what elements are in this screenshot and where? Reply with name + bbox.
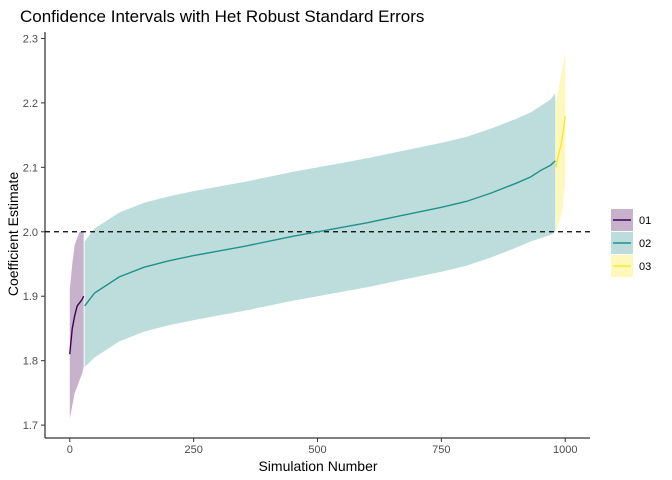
legend-item-02: 02	[611, 232, 651, 254]
legend: 01 02 03	[611, 209, 651, 277]
legend-item-03: 03	[611, 255, 651, 277]
y-tick-label: 2.1	[23, 162, 38, 174]
x-tick-label: 750	[432, 444, 450, 456]
ci-band-02	[84, 93, 556, 368]
plot-area: 0 250 500 750 1000 1.7 1.8 1.9 2.0 2.1 2.2 2.3	[23, 32, 590, 456]
y-tick-label: 2.3	[23, 33, 38, 45]
x-tick-label: 0	[67, 444, 73, 456]
series-line-01	[69, 295, 85, 355]
ci-band-01	[69, 231, 84, 419]
y-tick-label: 1.9	[23, 291, 38, 303]
x-axis-title: Simulation Number	[258, 458, 377, 474]
y-tick-label: 2.2	[23, 98, 38, 110]
x-tick-label: 1000	[553, 444, 577, 456]
y-tick-label: 2.0	[23, 227, 38, 239]
x-tick-label: 500	[308, 444, 326, 456]
ci-band-03	[555, 51, 566, 232]
y-tick-label: 1.8	[23, 356, 38, 368]
series-line-03	[555, 115, 566, 168]
chart-title: Confidence Intervals with Het Robust Sta…	[20, 7, 424, 26]
x-tick-label: 250	[184, 444, 202, 456]
legend-label: 01	[639, 215, 651, 227]
legend-label: 03	[639, 261, 651, 273]
legend-label: 02	[639, 238, 651, 250]
legend-item-01: 01	[611, 209, 651, 231]
series-line-02	[84, 160, 556, 307]
y-tick-label: 1.7	[23, 420, 38, 432]
y-axis-title: Coefficient Estimate	[5, 172, 21, 296]
